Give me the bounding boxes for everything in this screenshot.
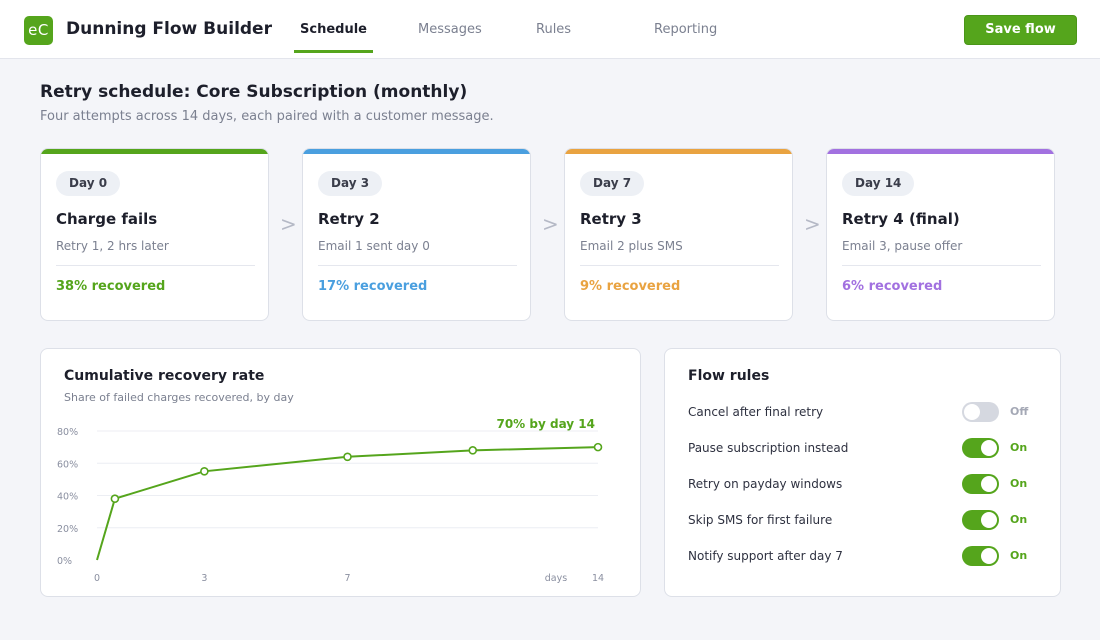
tab-reporting[interactable]: Reporting: [654, 22, 718, 37]
toggle-switch[interactable]: [962, 438, 999, 458]
rule-label: Cancel after final retry: [688, 405, 824, 419]
chevron-right-icon: >: [542, 212, 559, 236]
rule-row-cancel-after-final-retry: Cancel after final retry Off: [665, 400, 1060, 424]
step-recovery-metric: 9% recovered: [580, 279, 681, 294]
day-badge: Day 0: [56, 171, 121, 196]
save-flow-button[interactable]: Save flow: [964, 15, 1077, 45]
step-detail: Retry 1, 2 hrs later: [56, 239, 169, 253]
tab-messages[interactable]: Messages: [418, 22, 482, 37]
chevron-right-icon: >: [280, 212, 297, 236]
top-bar: eC Dunning Flow Builder Schedule Message…: [0, 0, 1100, 59]
data-point: [343, 452, 352, 462]
step-accent-bar: [827, 149, 1054, 154]
step-card-day-3[interactable]: Day 3 Retry 2 Email 1 sent day 0 17% rec…: [302, 148, 531, 321]
x-tick-label: 7: [344, 573, 350, 584]
step-detail: Email 3, pause offer: [842, 239, 963, 253]
rule-label: Retry on payday windows: [688, 477, 843, 491]
step-title: Charge fails: [56, 210, 158, 228]
step-card-day-0[interactable]: Day 0 Charge fails Retry 1, 2 hrs later …: [40, 148, 269, 321]
step-title: Retry 3: [580, 210, 642, 228]
toggle-switch[interactable]: [962, 546, 999, 566]
toggle-knob: [981, 440, 997, 456]
x-axis-label: days: [545, 573, 567, 584]
step-accent-bar: [303, 149, 530, 154]
day-badge: Day 3: [318, 171, 383, 196]
step-accent-bar: [565, 149, 792, 154]
rule-row-payday-windows: Retry on payday windows On: [665, 472, 1060, 496]
toggle-state-label: On: [1010, 477, 1028, 490]
recovery-line-chart: 0% 20% 40% 60% 80% 0 3 7 14 days 70% by day 14: [57, 417, 604, 584]
step-detail: Email 1 sent day 0: [318, 239, 430, 253]
y-tick-label: 0%: [57, 556, 72, 567]
chart-annotation: 70% by day 14: [496, 417, 595, 431]
toggle-knob: [964, 404, 980, 420]
step-card-day-14[interactable]: Day 14 Retry 4 (final) Email 3, pause of…: [826, 148, 1055, 321]
step-detail: Email 2 plus SMS: [580, 239, 683, 253]
divider: [580, 265, 779, 266]
toggle-state-label: On: [1010, 441, 1028, 454]
toggle-switch[interactable]: [962, 402, 999, 422]
x-tick-label: 14: [592, 573, 604, 584]
toggle-state-label: Off: [1010, 405, 1029, 418]
step-title: Retry 2: [318, 210, 380, 228]
x-tick-label: 0: [94, 573, 100, 584]
divider: [842, 265, 1041, 266]
step-title: Retry 4 (final): [842, 210, 960, 228]
tab-rules[interactable]: Rules: [536, 22, 572, 37]
rule-row-skip-sms: Skip SMS for first failure On: [665, 508, 1060, 532]
toggle-knob: [981, 512, 997, 528]
chart-subtitle: Share of failed charges recovered, by da…: [64, 391, 294, 404]
x-tick-label: 3: [201, 573, 207, 584]
step-card-day-7[interactable]: Day 7 Retry 3 Email 2 plus SMS 9% recove…: [564, 148, 793, 321]
step-recovery-metric: 6% recovered: [842, 279, 943, 294]
toggle-state-label: On: [1010, 513, 1028, 526]
data-point: [200, 467, 209, 476]
page-title: Retry schedule: Core Subscription (month…: [40, 82, 468, 102]
data-point: [110, 494, 120, 504]
active-tab-indicator: [294, 50, 373, 53]
toggle-state-label: On: [1010, 549, 1028, 562]
data-point: [593, 442, 603, 452]
rule-row-notify-support: Notify support after day 7 On: [665, 544, 1060, 568]
y-tick-label: 20%: [57, 524, 78, 535]
toggle-switch[interactable]: [962, 474, 999, 494]
rule-row-pause-subscription: Pause subscription instead On: [665, 436, 1060, 460]
step-accent-bar: [41, 149, 268, 154]
divider: [318, 265, 517, 266]
y-tick-label: 40%: [57, 492, 78, 503]
app-title: Dunning Flow Builder: [66, 19, 272, 39]
y-tick-label: 80%: [57, 427, 78, 438]
series-line: [96, 446, 599, 561]
flow-rules-panel: Flow rules Cancel after final retry Off …: [664, 348, 1061, 597]
chart-title: Cumulative recovery rate: [64, 368, 265, 384]
y-tick-label: 60%: [57, 459, 78, 470]
rule-label: Pause subscription instead: [688, 441, 849, 455]
page-subtitle: Four attempts across 14 days, each paire…: [40, 109, 494, 124]
chevron-right-icon: >: [804, 212, 821, 236]
rules-panel-title: Flow rules: [688, 368, 770, 384]
data-point: [468, 446, 478, 455]
tab-schedule[interactable]: Schedule: [300, 22, 367, 37]
rule-label: Skip SMS for first failure: [688, 513, 833, 527]
rule-label: Notify support after day 7: [688, 549, 843, 563]
day-badge: Day 14: [842, 171, 915, 196]
toggle-knob: [981, 476, 997, 492]
toggle-knob: [981, 548, 997, 564]
app-logo: eC: [24, 16, 53, 45]
step-recovery-metric: 17% recovered: [318, 279, 428, 294]
recovery-chart-panel: 0% 20% 40% 60% 80% 0 3 7 14 days 70% by day 14 Cum…: [40, 348, 641, 597]
divider: [56, 265, 255, 266]
day-badge: Day 7: [580, 171, 645, 196]
toggle-switch[interactable]: [962, 510, 999, 530]
step-recovery-metric: 38% recovered: [56, 279, 166, 294]
